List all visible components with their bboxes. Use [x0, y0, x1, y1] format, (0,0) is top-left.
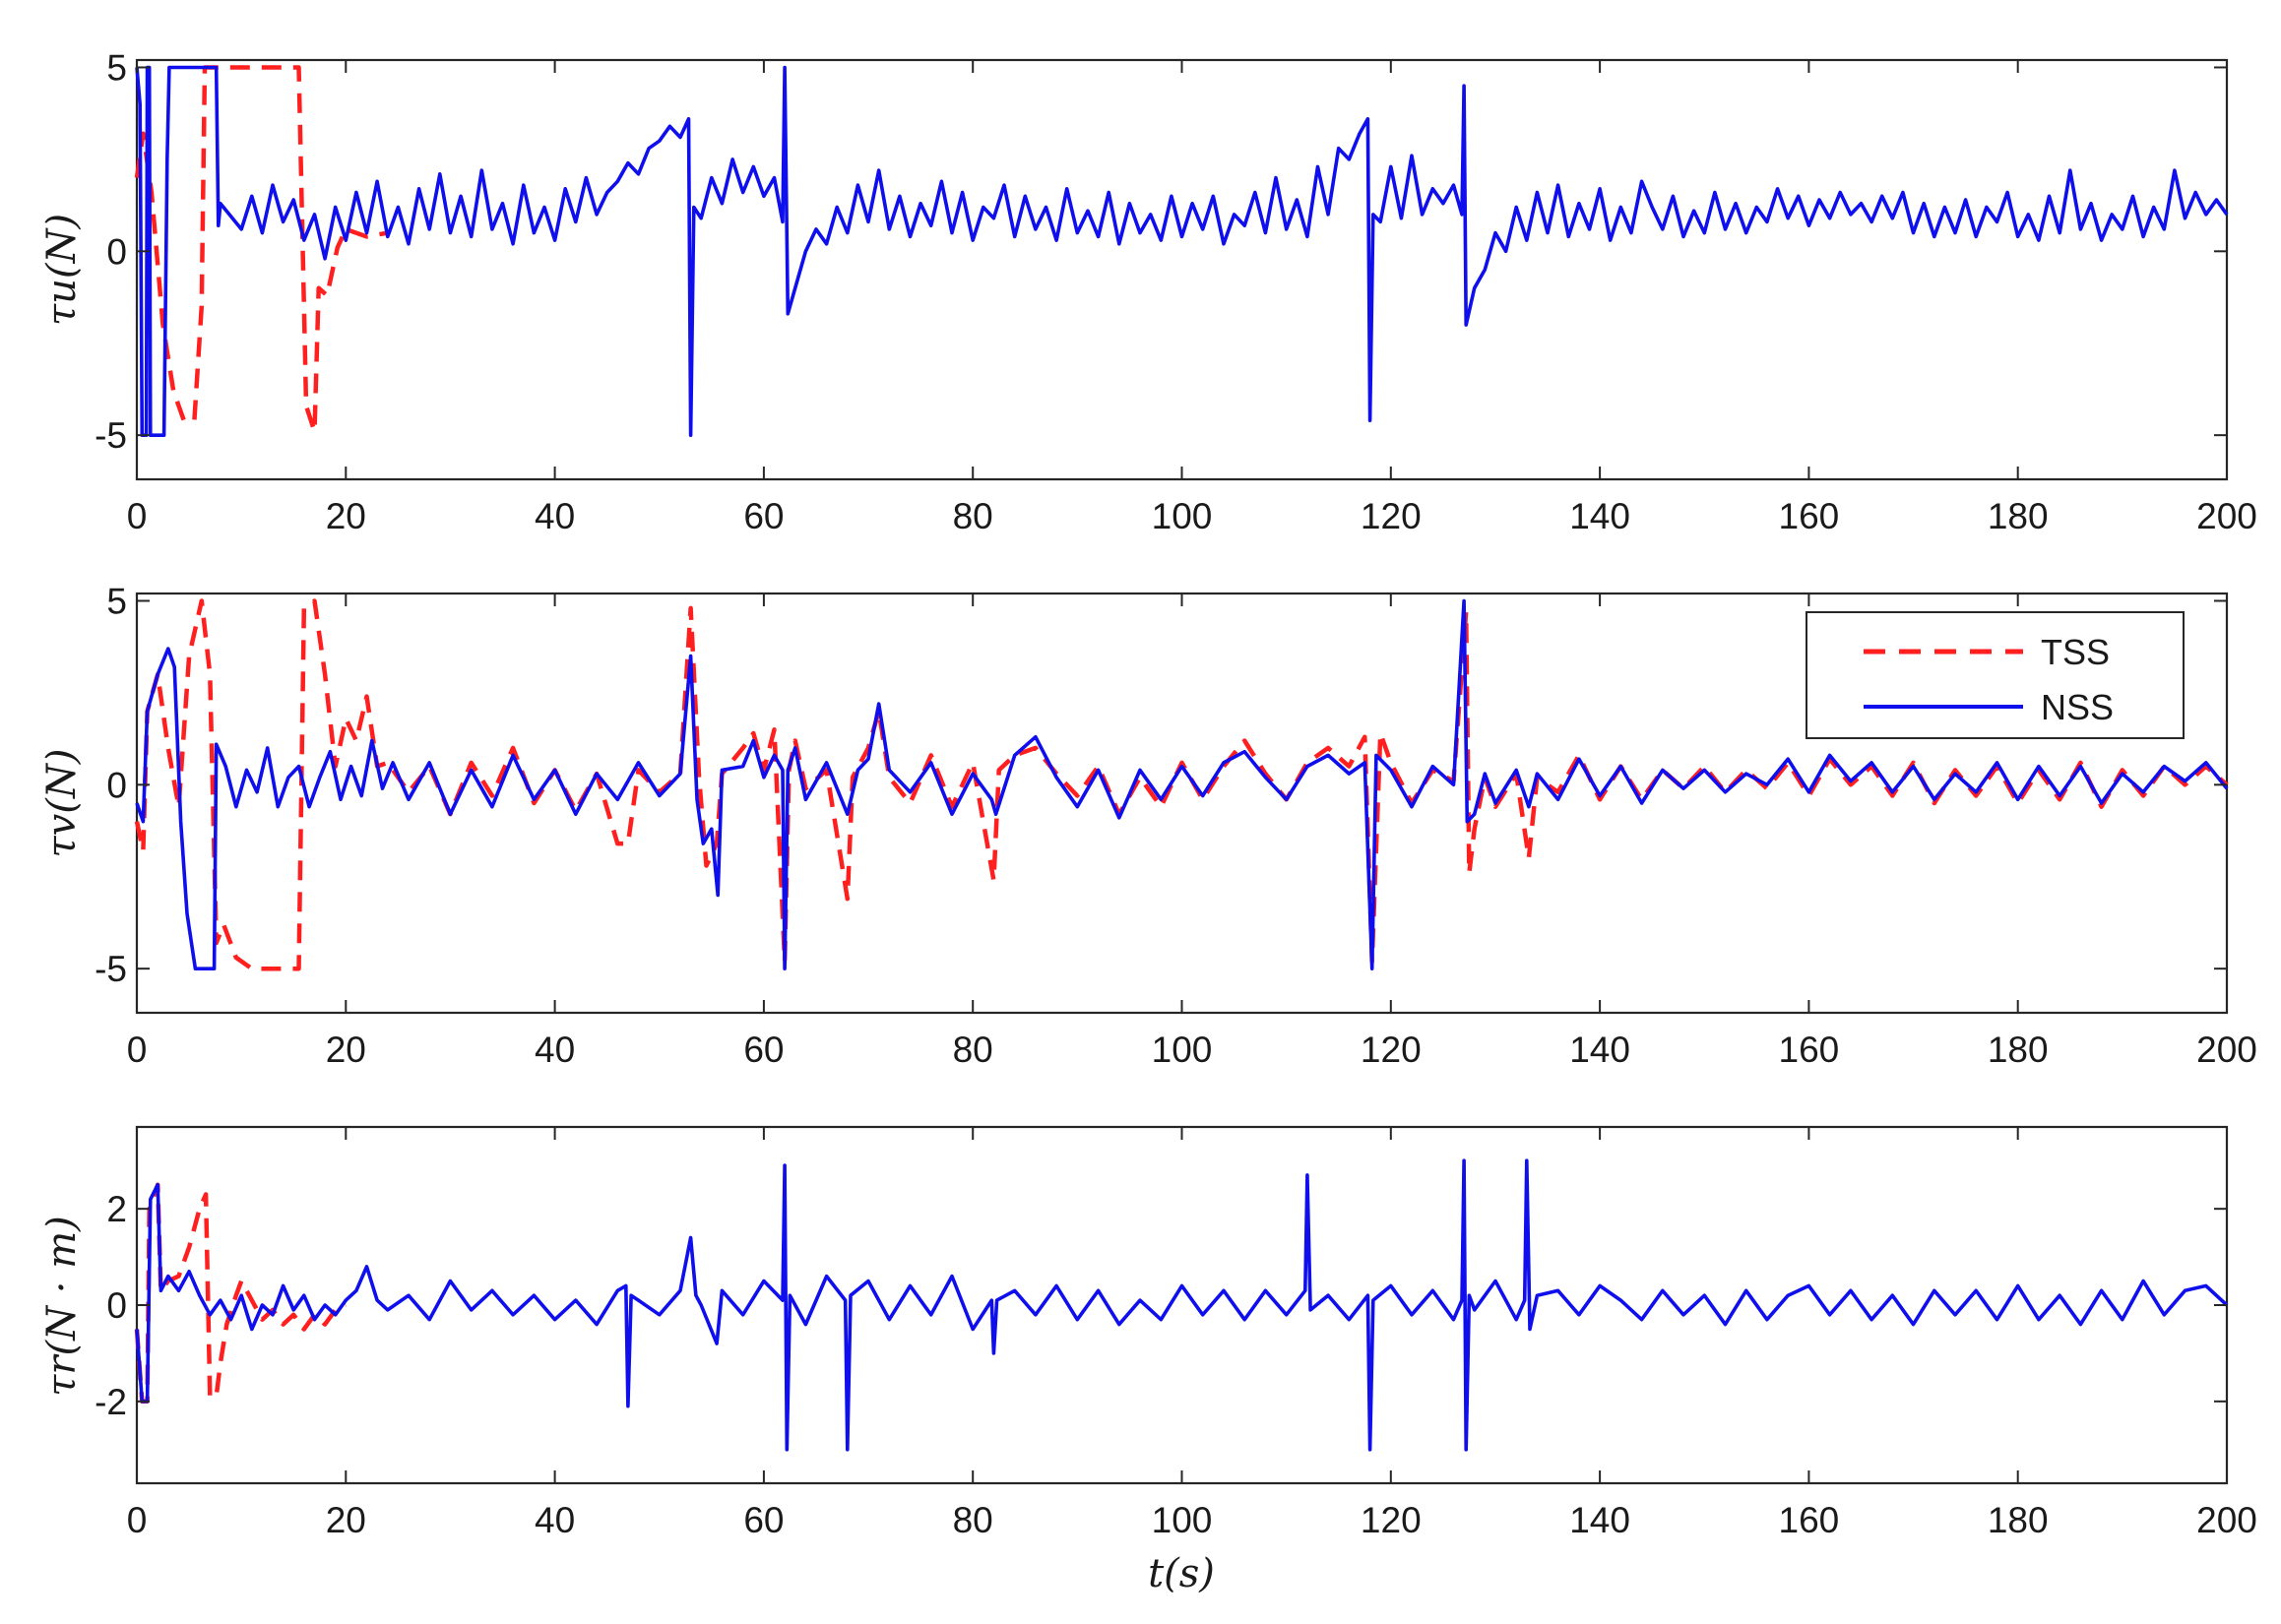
x-tick-label: 100 — [1152, 1500, 1213, 1540]
subplot-3-marks — [134, 1158, 2229, 1452]
x-tick-label: 20 — [326, 1500, 366, 1540]
axes-frame — [135, 58, 2229, 481]
legend-label-nss: NSS — [2041, 687, 2114, 727]
y-axis-label: τr(N · m) — [39, 1216, 85, 1397]
x-tick-label: 180 — [1988, 1500, 2049, 1540]
x-tick-label: 140 — [1569, 1030, 1630, 1070]
x-tick-label: 40 — [535, 1030, 575, 1070]
legend: TSS NSS — [1806, 611, 2185, 739]
x-tick-label: 80 — [953, 1500, 993, 1540]
subplot-2: 0 20 40 60 80 100 120 140 160 180 200 -5 0 5 τv(N) TS… — [39, 581, 2257, 1070]
x-tick-label: 20 — [326, 1030, 366, 1070]
x-tick-label: 120 — [1361, 1030, 1422, 1070]
y-tick-label: 5 — [106, 581, 127, 621]
x-tick-label: 0 — [127, 1030, 148, 1070]
y-axis-label: τu(N) — [39, 214, 85, 326]
x-tick-label: 180 — [1988, 1030, 2049, 1070]
subplot-3: 0 20 40 60 80 100 120 140 160 180 200 -2 0 2 τr(N · m… — [39, 1125, 2257, 1596]
x-tick-label: 160 — [1779, 1030, 1840, 1070]
subplot-2-marks — [134, 598, 2229, 971]
subplot-3-ticks: 0 20 40 60 80 100 120 140 160 180 200 -2 0 2 — [95, 1127, 2257, 1540]
x-axis-label: t(s) — [1148, 1551, 1215, 1596]
x-tick-label: 120 — [1361, 1500, 1422, 1540]
series-line-nss — [135, 598, 2229, 970]
series-line-nss — [135, 65, 2229, 437]
x-tick-label: 20 — [326, 496, 366, 536]
subplot-1-ticks: 0 20 40 60 80 100 120 140 160 180 200-505 — [95, 47, 2257, 536]
y-tick-label: 0 — [106, 231, 127, 272]
y-tick-label: -5 — [95, 415, 127, 456]
x-tick-label: 140 — [1569, 1500, 1630, 1540]
x-tick-label: 160 — [1779, 496, 1840, 536]
subplot-2-ticks: 0 20 40 60 80 100 120 140 160 180 200 -5 0 5 — [95, 581, 2257, 1070]
x-tick-label: 200 — [2196, 1500, 2257, 1540]
x-tick-label: 100 — [1152, 1030, 1213, 1070]
x-tick-label: 200 — [2196, 1030, 2257, 1070]
x-tick-label: 80 — [953, 1030, 993, 1070]
x-tick-label: 40 — [535, 1500, 575, 1540]
x-tick-label: 60 — [743, 1030, 784, 1070]
y-tick-label: 5 — [106, 47, 127, 88]
legend-label-tss: TSS — [2041, 632, 2110, 672]
legend-box — [1806, 611, 2185, 739]
x-tick-label: 140 — [1569, 496, 1630, 536]
y-tick-label: 0 — [106, 765, 127, 805]
x-tick-label: 60 — [743, 496, 784, 536]
x-tick-label: 180 — [1988, 496, 2049, 536]
y-tick-label: -2 — [95, 1382, 127, 1422]
x-tick-label: 80 — [953, 496, 993, 536]
x-tick-label: 0 — [127, 496, 148, 536]
x-tick-label: 0 — [127, 1500, 148, 1540]
subplot-1: 0 20 40 60 80 100 120 140 160 180 200-505 τu(N) — [39, 47, 2257, 536]
axes-frame — [135, 1125, 2229, 1485]
x-tick-label: 160 — [1779, 1500, 1840, 1540]
y-axis-label: τv(N) — [39, 749, 85, 858]
y-tick-label: -5 — [95, 949, 127, 989]
series-line-tss — [134, 65, 389, 434]
x-tick-label: 60 — [743, 1500, 784, 1540]
y-tick-label: 2 — [106, 1189, 127, 1229]
series-line-nss — [135, 1158, 2229, 1452]
y-tick-label: 0 — [106, 1285, 127, 1326]
x-tick-label: 100 — [1152, 496, 1213, 536]
x-tick-label: 40 — [535, 496, 575, 536]
subplot-1-marks — [134, 65, 2229, 437]
x-tick-label: 120 — [1361, 496, 1422, 536]
x-tick-label: 200 — [2196, 496, 2257, 536]
